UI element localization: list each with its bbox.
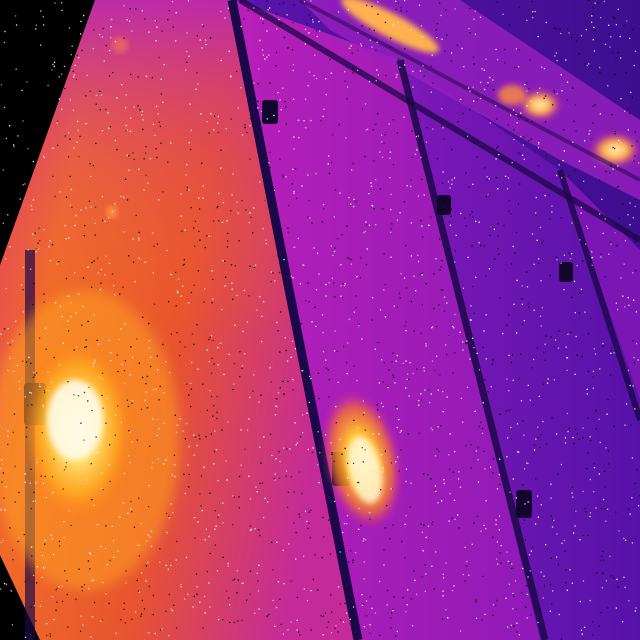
panel-right <box>400 60 640 640</box>
hotspot-left-panel <box>0 290 180 590</box>
panel-middle <box>235 0 540 640</box>
hotspot-center-panel <box>322 391 402 529</box>
panel-seams <box>25 0 640 640</box>
